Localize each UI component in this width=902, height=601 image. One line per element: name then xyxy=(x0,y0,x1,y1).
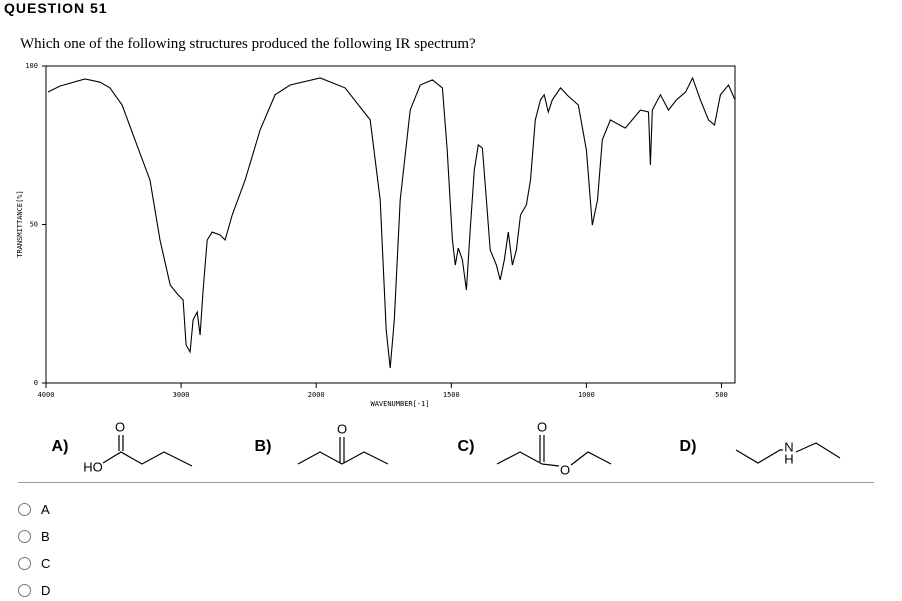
structure-label: D) xyxy=(680,438,697,455)
structure-label: B) xyxy=(255,438,272,455)
atom: H xyxy=(784,451,793,466)
bond xyxy=(570,451,612,466)
atom: O xyxy=(560,462,570,477)
option[interactable]: A xyxy=(18,502,50,517)
x-tick-label: 4000 xyxy=(38,391,55,399)
radio[interactable] xyxy=(18,503,31,516)
x-tick-label: 1000 xyxy=(578,391,595,399)
structure-label: C) xyxy=(458,438,475,455)
option-label: C xyxy=(41,556,51,571)
bond xyxy=(496,451,543,465)
y-tick-label: 0 xyxy=(34,379,38,387)
atom: O xyxy=(537,419,547,434)
option[interactable]: B xyxy=(18,529,50,544)
y-tick-label: 50 xyxy=(30,221,38,229)
radio[interactable] xyxy=(18,584,31,597)
y-tick-label: 100 xyxy=(25,62,38,70)
atom: N xyxy=(784,439,793,454)
atom: O xyxy=(115,419,125,434)
question-number: QUESTION 51 xyxy=(4,0,108,16)
x-tick-label: 500 xyxy=(715,391,728,399)
option-label: D xyxy=(41,583,51,598)
option-label: A xyxy=(41,502,50,517)
option-label: B xyxy=(41,529,50,544)
x-tick-label: 2000 xyxy=(308,391,325,399)
structure-label: A) xyxy=(52,438,69,455)
option[interactable]: D xyxy=(18,583,50,598)
bond xyxy=(795,442,841,459)
bond xyxy=(541,463,560,467)
divider xyxy=(18,482,874,483)
x-tick-label: 1500 xyxy=(443,391,460,399)
bond xyxy=(102,451,193,467)
spectrum-line xyxy=(47,76,736,369)
atom: O xyxy=(337,421,347,436)
question-text: Which one of the following structures pr… xyxy=(20,36,476,52)
radio[interactable] xyxy=(18,530,31,543)
option[interactable]: C xyxy=(18,556,50,571)
plot-frame xyxy=(45,65,736,384)
x-tick-label: 3000 xyxy=(173,391,190,399)
radio[interactable] xyxy=(18,557,31,570)
bond xyxy=(735,449,783,464)
figure: WAVENUMBER[-1] TRANSMITTANCE[%] A) O HO … xyxy=(16,62,841,477)
x-axis-label: WAVENUMBER[-1] xyxy=(370,400,429,408)
atom: HO xyxy=(83,459,103,474)
bond xyxy=(297,451,389,465)
y-axis-label: TRANSMITTANCE[%] xyxy=(16,190,24,257)
